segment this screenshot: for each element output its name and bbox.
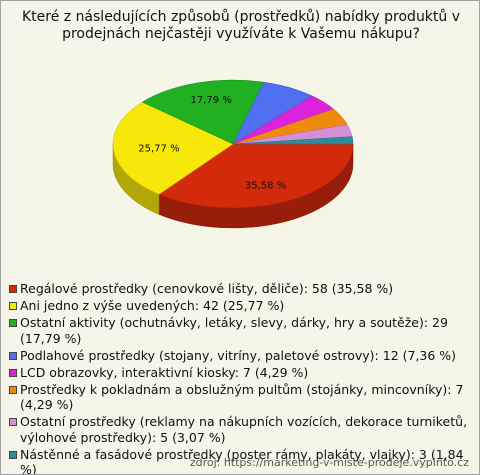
data-label: 35,58 %	[245, 180, 286, 191]
legend-swatch	[9, 450, 17, 459]
slice	[141, 79, 265, 145]
chart: 35,58 % 25,77 % 17,79 %	[112, 79, 354, 229]
chart-title: Které z následujících způsobů (prostředk…	[21, 9, 461, 42]
legend-swatch	[9, 418, 17, 426]
legend-label: Ostatní prostředky (reklamy na nákupních…	[20, 414, 468, 445]
slice	[232, 136, 354, 145]
legend-label: Prostředky k pokladnám a obslužným pultů…	[20, 381, 464, 413]
legend-swatch	[9, 351, 17, 360]
legend-swatch	[9, 385, 17, 394]
slice	[112, 101, 234, 195]
legend-item: Prostředky k pokladnám a obslužným pultů…	[9, 382, 471, 413]
legend-item: Ani jedno z výše uvedených: 42 (25,77 %)	[9, 298, 471, 314]
legend-label: LCD obrazovky, interaktivní kiosky: 7 (4…	[20, 364, 309, 380]
legend-swatch	[9, 368, 17, 377]
legend-label: Podlahové prostředky (stojany, vitríny, …	[20, 347, 457, 363]
legend-swatch	[9, 319, 17, 327]
legend: Regálové prostředky (cenovkové lišty, dě…	[9, 281, 471, 475]
legend-swatch	[9, 285, 17, 293]
legend-label: Ani jedno z výše uvedených: 42 (25,77 %)	[20, 298, 285, 313]
legend-item: Ostatní aktivity (ochutnávky, letáky, sl…	[9, 315, 471, 346]
legend-label: Regálové prostředky (cenovkové lišty, dě…	[20, 281, 394, 296]
data-label: 17,79 %	[190, 95, 231, 106]
data-label: 25,77 %	[138, 143, 179, 154]
slice	[158, 143, 354, 209]
legend-label: Nástěnné a fasádové prostředky (poster r…	[20, 446, 464, 475]
legend-item: Ostatní prostředky (reklamy na nákupních…	[9, 414, 471, 445]
legend-item: Nástěnné a fasádové prostředky (poster r…	[9, 446, 471, 475]
legend-swatch	[9, 302, 17, 310]
legend-label: Ostatní aktivity (ochutnávky, letáky, sl…	[20, 315, 448, 346]
legend-item: Regálové prostředky (cenovkové lišty, dě…	[9, 281, 471, 297]
legend-item: LCD obrazovky, interaktivní kiosky: 7 (4…	[9, 365, 471, 381]
legend-item: Podlahové prostředky (stojany, vitríny, …	[9, 348, 471, 364]
source-note: zdroj: https://marketing-v-miste-prodeje…	[189, 456, 469, 469]
